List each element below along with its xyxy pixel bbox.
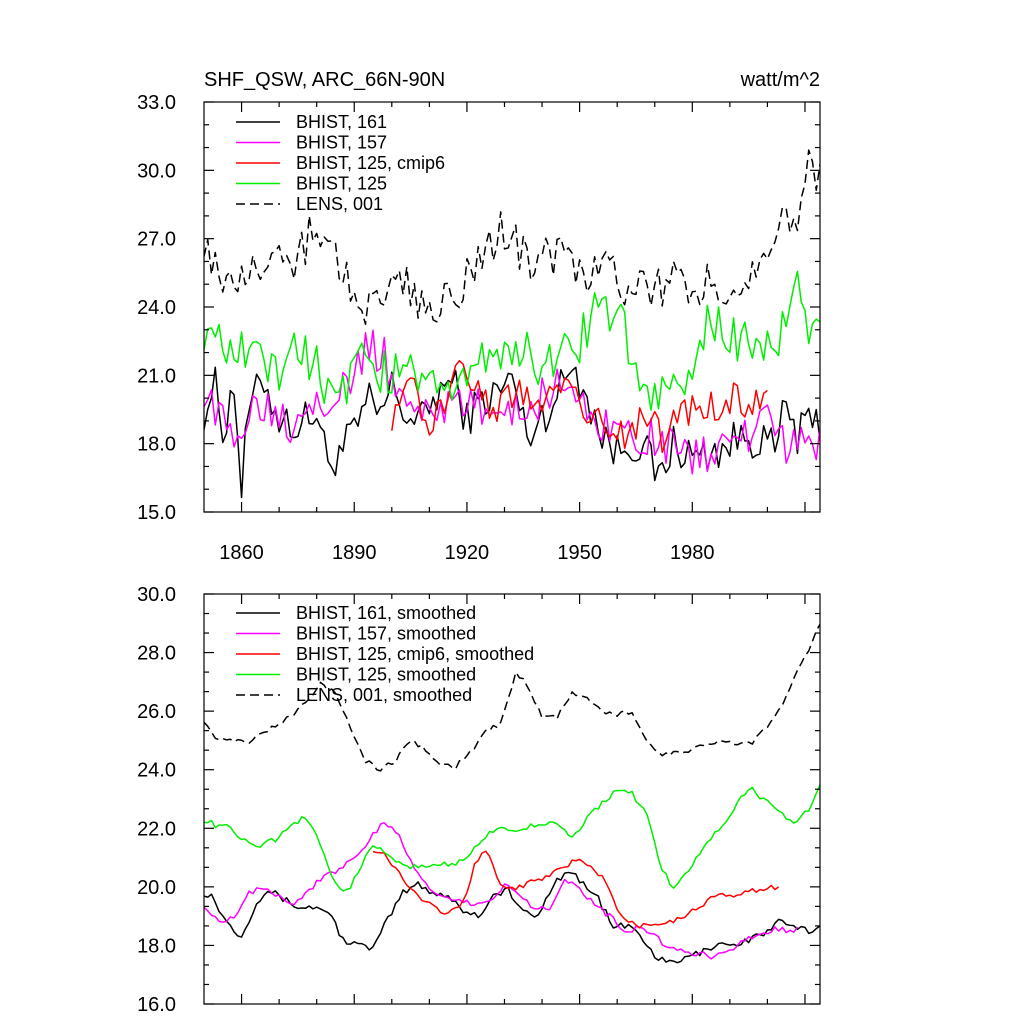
series-line-4 xyxy=(204,623,820,772)
y-tick-label: 18.0 xyxy=(137,935,176,957)
legend-label: BHIST, 125, cmip6, smoothed xyxy=(296,644,534,664)
top-panel: 15.0 18.0 21.0 24.0 27.0 30.0 33.0 1860 1890 1920… xyxy=(137,92,821,564)
chart-title: SHF_QSW, ARC_66N-90N xyxy=(204,69,445,91)
legend-label: BHIST, 125 xyxy=(296,174,387,194)
y-tick-label: 27.0 xyxy=(137,229,176,251)
legend-label: BHIST, 161 xyxy=(296,112,387,132)
y-tick-label: 33.0 xyxy=(137,92,176,114)
bottom-panel: 16.0 18.0 20.0 22.0 24.0 26.0 28.0 30.0 BHIST, 1… xyxy=(137,584,821,1016)
series-line-2 xyxy=(391,359,768,454)
legend-label: BHIST, 161, smoothed xyxy=(296,603,476,623)
y-tick-label: 16.0 xyxy=(137,994,176,1016)
y-tick-label: 24.0 xyxy=(137,297,176,319)
x-tick-label: 1890 xyxy=(332,542,377,564)
legend-label: BHIST, 157 xyxy=(296,133,387,153)
series-line-0 xyxy=(204,871,820,964)
series-line-3 xyxy=(204,270,820,411)
y-tick-label: 26.0 xyxy=(137,701,176,723)
legend-label: LENS, 001, smoothed xyxy=(296,685,472,705)
series-line-0 xyxy=(204,366,820,499)
plot-frame xyxy=(203,593,821,1005)
units-label: watt/m^2 xyxy=(740,69,820,91)
y-tick-label: 18.0 xyxy=(137,434,176,456)
legend-label: BHIST, 125, cmip6 xyxy=(296,153,445,173)
x-tick-label: 1920 xyxy=(445,542,490,564)
x-tick-label: 1950 xyxy=(557,542,602,564)
legend-label: LENS, 001 xyxy=(296,194,383,214)
series-line-1 xyxy=(204,329,820,475)
y-tick-label: 30.0 xyxy=(137,584,176,606)
y-tick-label: 20.0 xyxy=(137,877,176,899)
y-tick-label: 30.0 xyxy=(137,160,176,182)
series-line-2 xyxy=(372,850,780,929)
y-tick-label: 28.0 xyxy=(137,643,176,665)
y-tick-label: 21.0 xyxy=(137,365,176,387)
y-tick-label: 22.0 xyxy=(137,818,176,840)
y-tick-label: 24.0 xyxy=(137,760,176,782)
y-tick-label: 15.0 xyxy=(137,502,176,524)
series-line-3 xyxy=(204,784,820,892)
x-tick-label: 1860 xyxy=(219,542,264,564)
series-line-4 xyxy=(204,149,820,326)
legend-label: BHIST, 125, smoothed xyxy=(296,665,476,685)
legend-label: BHIST, 157, smoothed xyxy=(296,624,476,644)
x-tick-label: 1980 xyxy=(670,542,715,564)
series-line-1 xyxy=(204,822,799,960)
